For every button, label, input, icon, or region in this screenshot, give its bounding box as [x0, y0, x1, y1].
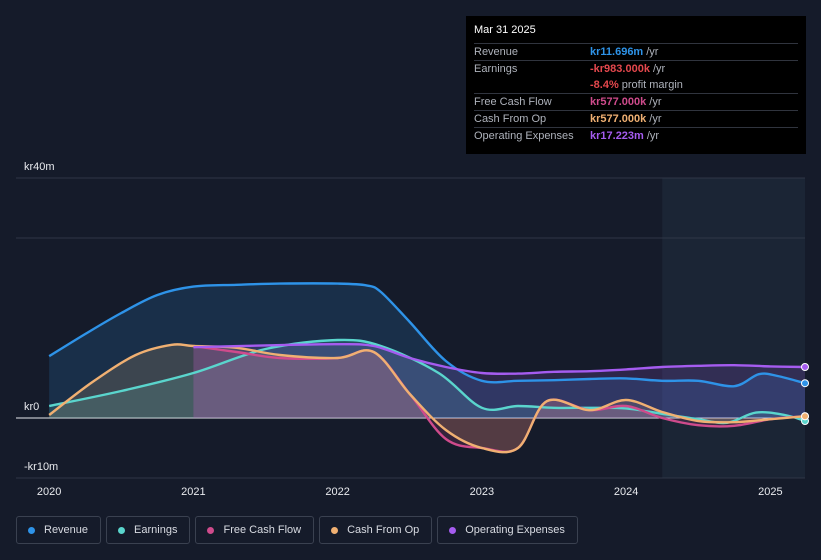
- tooltip-unit: /yr: [646, 46, 659, 58]
- legend: Revenue Earnings Free Cash Flow Cash From O…: [16, 516, 583, 544]
- legend-item-operating-expenses[interactable]: Operating Expenses: [437, 516, 578, 544]
- tooltip-date: Mar 31 2025: [474, 24, 536, 36]
- legend-label: Cash From Op: [347, 524, 420, 536]
- legend-dot-icon: [118, 526, 126, 534]
- x-tick-label: 2025: [758, 486, 782, 498]
- tooltip-row: Free Cash Flow kr577.000k/yr: [474, 93, 798, 110]
- legend-label: Free Cash Flow: [223, 524, 302, 536]
- x-tick-label: 2024: [614, 486, 638, 498]
- legend-dot-icon: [207, 526, 215, 534]
- tooltip-label: Revenue: [474, 46, 519, 58]
- y-tick-label: kr0: [24, 401, 39, 413]
- tooltip-unit: /yr: [649, 113, 662, 125]
- tooltip-value: -kr983.000k: [590, 63, 650, 75]
- legend-item-free-cash-flow[interactable]: Free Cash Flow: [195, 516, 315, 544]
- tooltip-value: kr11.696m: [590, 46, 644, 58]
- tooltip-unit: profit margin: [621, 79, 683, 91]
- earnings-area: [49, 339, 806, 424]
- legend-label: Operating Expenses: [465, 524, 565, 536]
- y-tick-label: -kr10m: [24, 461, 58, 473]
- tooltip-label: Cash From Op: [474, 113, 547, 125]
- tooltip-label: Operating Expenses: [474, 130, 574, 142]
- x-tick-label: 2021: [181, 486, 205, 498]
- tooltip-row: Earnings -kr983.000k/yr: [474, 60, 798, 77]
- legend-dot-icon: [28, 526, 35, 534]
- x-tick-label: 2020: [37, 486, 61, 498]
- tooltip-row: Operating Expenses kr17.223m/yr: [474, 127, 798, 144]
- tooltip-row: -8.4% profit margin: [474, 77, 798, 93]
- tooltip-value: kr577.000k: [590, 96, 647, 108]
- tooltip-label: Earnings: [474, 63, 518, 75]
- tooltip-unit: /yr: [649, 96, 662, 108]
- tooltip-unit: /yr: [652, 63, 666, 75]
- revenue-line: [48, 282, 806, 388]
- revenue-area: [49, 283, 806, 418]
- operating-expenses-end-point: [801, 363, 809, 371]
- legend-item-earnings[interactable]: Earnings: [106, 516, 191, 544]
- cash-from-op-end-point: [801, 412, 809, 421]
- operating-expenses-line: [193, 342, 806, 375]
- cash-from-op-line: [48, 343, 806, 454]
- free-cash-flow-area: [193, 346, 806, 452]
- legend-item-revenue[interactable]: Revenue: [16, 516, 102, 544]
- tooltip-row: Cash From Op kr577.000k/yr: [474, 110, 798, 127]
- tooltip-value: kr17.223m: [590, 130, 644, 142]
- legend-dot-icon: [449, 526, 457, 534]
- tooltip-row: Revenue kr11.696m/yr: [474, 43, 798, 60]
- tooltip-panel: Mar 31 2025 Revenue kr11.696m/yr Earnings -…: [466, 16, 806, 154]
- legend-item-cash-from-op[interactable]: Cash From Op: [319, 516, 433, 544]
- y-tick-label: kr40m: [24, 161, 55, 173]
- x-tick-label: 2022: [325, 486, 349, 498]
- legend-label: Earnings: [134, 524, 178, 536]
- tooltip-label: Free Cash Flow: [474, 96, 552, 108]
- legend-label: Revenue: [44, 524, 89, 536]
- forecast-region: [662, 178, 805, 478]
- tooltip-value: -8.4%: [590, 79, 619, 91]
- cash-from-op-area: [49, 344, 806, 453]
- tooltip-value: kr577.000k: [590, 113, 647, 125]
- revenue-end-point: [801, 379, 809, 388]
- tooltip-unit: /yr: [646, 130, 660, 142]
- legend-dot-icon: [331, 526, 339, 534]
- x-tick-label: 2023: [470, 486, 494, 498]
